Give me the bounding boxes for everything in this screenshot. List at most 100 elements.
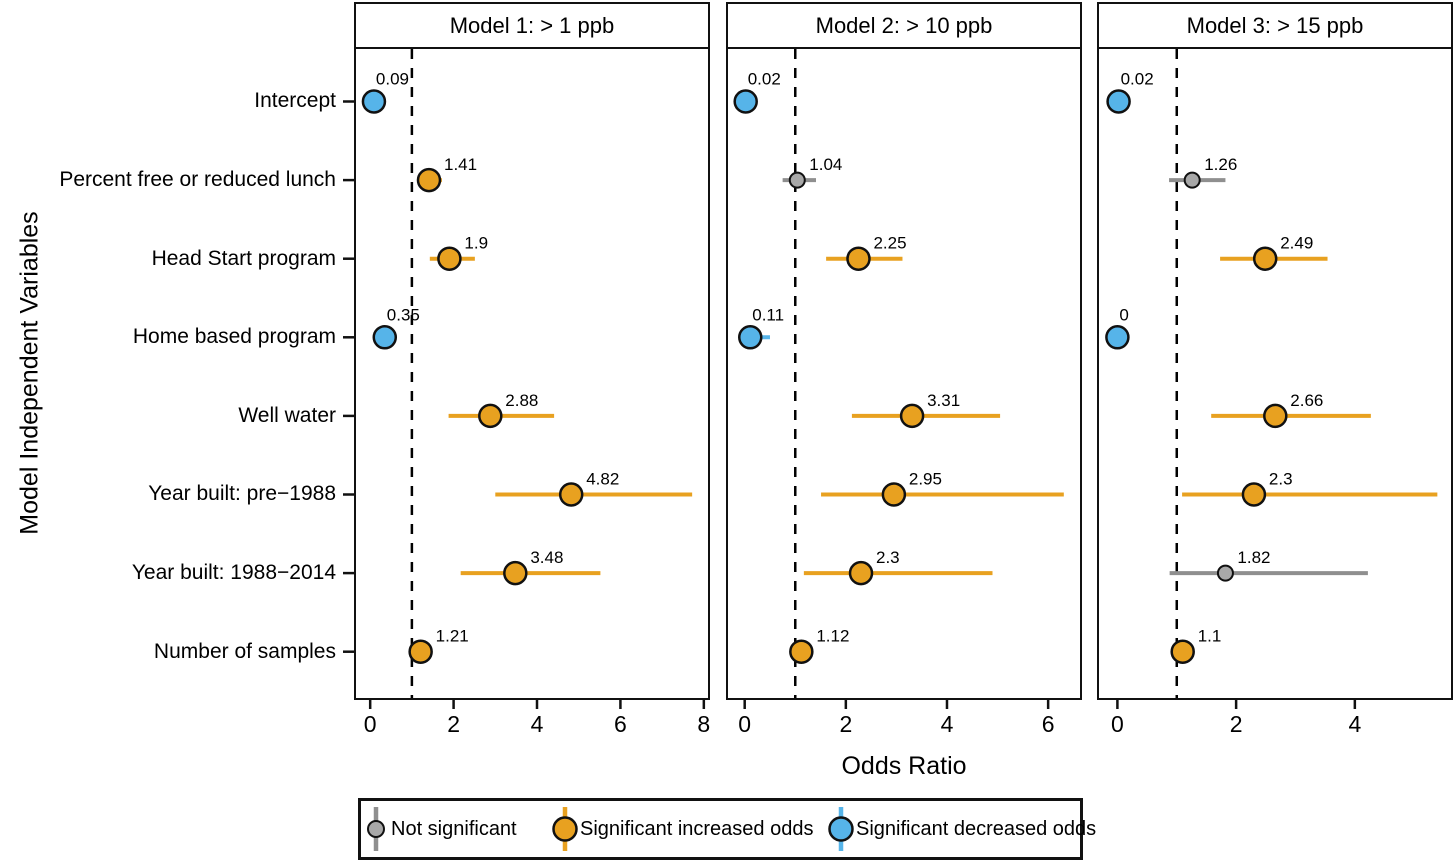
data-point bbox=[788, 171, 806, 189]
data-point bbox=[899, 403, 925, 429]
axis-tick-label: 0 bbox=[738, 711, 751, 737]
decreased-odds-key-icon bbox=[828, 807, 854, 851]
axis-tick-label: 6 bbox=[1042, 711, 1055, 737]
panel-model-1: Model 1: > 1 ppb 0.09 1.41 1.9 0.35 2.88 4.82… bbox=[354, 0, 710, 740]
plot-area: 0.09 1.41 1.9 0.35 2.88 4.82 3.48 1.21 bbox=[354, 47, 710, 700]
plot-canvas: 0.09 1.41 1.9 0.35 2.88 4.82 3.48 1.21 bbox=[361, 49, 693, 698]
y-axis-label: Number of samples bbox=[153, 640, 336, 663]
data-point bbox=[558, 482, 584, 507]
value-label: 0.11 bbox=[752, 305, 784, 324]
data-point bbox=[361, 89, 387, 114]
value-label: 4.82 bbox=[586, 470, 619, 489]
data-point bbox=[738, 325, 763, 350]
axis-tick-label: 2 bbox=[447, 711, 460, 737]
panel-title: Model 1: > 1 ppb bbox=[354, 2, 710, 47]
y-axis-label: Head Start program bbox=[151, 247, 336, 270]
data-point bbox=[1106, 89, 1131, 114]
legend: Not significant Significant increased od… bbox=[358, 798, 1096, 860]
legend-item-not-significant: Not significant bbox=[365, 805, 517, 853]
y-axis-label: Well water bbox=[238, 404, 336, 427]
data-point bbox=[503, 560, 528, 586]
value-label: 2.66 bbox=[1290, 391, 1323, 410]
data-point bbox=[408, 639, 433, 664]
value-label: 1.1 bbox=[1198, 627, 1222, 646]
panel-title: Model 3: > 15 ppb bbox=[1097, 2, 1453, 47]
axis-tick-label: 0 bbox=[1111, 711, 1124, 737]
data-point bbox=[846, 246, 871, 271]
axis-tick-label: 0 bbox=[364, 711, 377, 737]
axis-tick-label: 2 bbox=[839, 711, 852, 737]
panel-title: Model 2: > 10 ppb bbox=[726, 2, 1082, 47]
value-label: 1.12 bbox=[816, 627, 849, 646]
value-label: 0 bbox=[1119, 305, 1128, 324]
plot-area: 0.02 1.04 2.25 0.11 3.31 2.95 2.3 1.12 bbox=[726, 47, 1082, 700]
value-label: 2.88 bbox=[505, 391, 538, 410]
legend-key-point bbox=[828, 816, 854, 842]
value-label: 2.3 bbox=[1269, 470, 1293, 489]
data-point bbox=[1252, 246, 1278, 271]
value-label: 1.9 bbox=[464, 234, 488, 253]
axis-tick-label: 6 bbox=[614, 711, 627, 737]
panel-model-3: Model 3: > 15 ppb 0.02 1.26 2.49 0 2.66 2.3 1.… bbox=[1097, 0, 1453, 740]
plot-area: 0.02 1.26 2.49 0 2.66 2.3 1.82 1.1 bbox=[1097, 47, 1453, 700]
data-point bbox=[1170, 639, 1195, 664]
data-point bbox=[372, 325, 398, 350]
plot-canvas: 0.02 1.26 2.49 0 2.66 2.3 1.82 1.1 bbox=[1105, 49, 1438, 698]
data-point bbox=[848, 560, 874, 586]
data-point bbox=[1183, 171, 1201, 189]
y-axis-label: Home based program bbox=[132, 325, 336, 348]
y-axis-labels: Intercept Percent free or reduced lunch … bbox=[0, 0, 340, 700]
panel-model-2: Model 2: > 10 ppb 0.02 1.04 2.25 0.11 3.31 2.… bbox=[726, 0, 1082, 740]
value-label: 3.31 bbox=[927, 391, 960, 410]
value-label: 2.3 bbox=[876, 548, 900, 567]
value-label: 1.82 bbox=[1237, 548, 1270, 567]
y-axis-label: Year built: pre−1988 bbox=[148, 482, 336, 505]
legend-key-point bbox=[367, 820, 385, 838]
legend-label: Significant increased odds bbox=[580, 817, 814, 840]
axis-tick-label: 4 bbox=[941, 711, 954, 737]
x-axis: 0 2 4 bbox=[1111, 700, 1361, 737]
data-point bbox=[478, 403, 503, 429]
not-significant-key-icon bbox=[367, 807, 385, 851]
data-point bbox=[416, 167, 442, 193]
axis-tick-label: 8 bbox=[697, 711, 710, 737]
legend-item-increased-odds: Significant increased odds bbox=[552, 805, 814, 853]
y-axis-label: Intercept bbox=[254, 89, 336, 112]
value-label: 1.26 bbox=[1204, 155, 1237, 174]
value-label: 1.04 bbox=[809, 155, 842, 174]
data-point bbox=[1105, 325, 1130, 350]
y-axis-label: Percent free or reduced lunch bbox=[59, 168, 336, 191]
legend-item-decreased-odds: Significant decreased odds bbox=[828, 805, 1097, 853]
value-label: 0.35 bbox=[387, 305, 420, 324]
value-label: 3.48 bbox=[530, 548, 563, 567]
x-axis-title: Odds Ratio bbox=[841, 752, 967, 780]
value-label: 0.02 bbox=[1121, 70, 1154, 89]
legend-key-point bbox=[552, 816, 578, 842]
data-point bbox=[881, 482, 907, 507]
data-point bbox=[437, 246, 462, 271]
data-point bbox=[789, 639, 814, 664]
data-point bbox=[733, 89, 758, 114]
value-label: 1.41 bbox=[444, 155, 477, 174]
value-label: 1.21 bbox=[436, 627, 469, 646]
axis-tick-label: 4 bbox=[1348, 711, 1361, 737]
plot-canvas: 0.02 1.04 2.25 0.11 3.31 2.95 2.3 1.12 bbox=[733, 49, 1064, 698]
data-point bbox=[1263, 403, 1288, 429]
legend-label: Not significant bbox=[391, 817, 517, 840]
value-label: 2.25 bbox=[873, 234, 906, 253]
data-point bbox=[1216, 564, 1234, 582]
y-axis-label: Year built: 1988−2014 bbox=[131, 561, 336, 584]
value-label: 0.02 bbox=[748, 70, 781, 89]
axis-tick-label: 4 bbox=[531, 711, 544, 737]
x-axis: 0 2 4 6 8 bbox=[364, 700, 710, 737]
x-axis: 0 2 4 6 bbox=[738, 700, 1055, 737]
legend-label: Significant decreased odds bbox=[856, 817, 1097, 840]
value-label: 2.49 bbox=[1280, 234, 1313, 253]
increased-odds-key-icon bbox=[552, 807, 578, 851]
value-label: 0.09 bbox=[376, 70, 409, 89]
value-label: 2.95 bbox=[909, 470, 942, 489]
data-point bbox=[1241, 482, 1267, 507]
axis-tick-label: 2 bbox=[1230, 711, 1243, 737]
y-axis-ticks bbox=[343, 100, 354, 653]
